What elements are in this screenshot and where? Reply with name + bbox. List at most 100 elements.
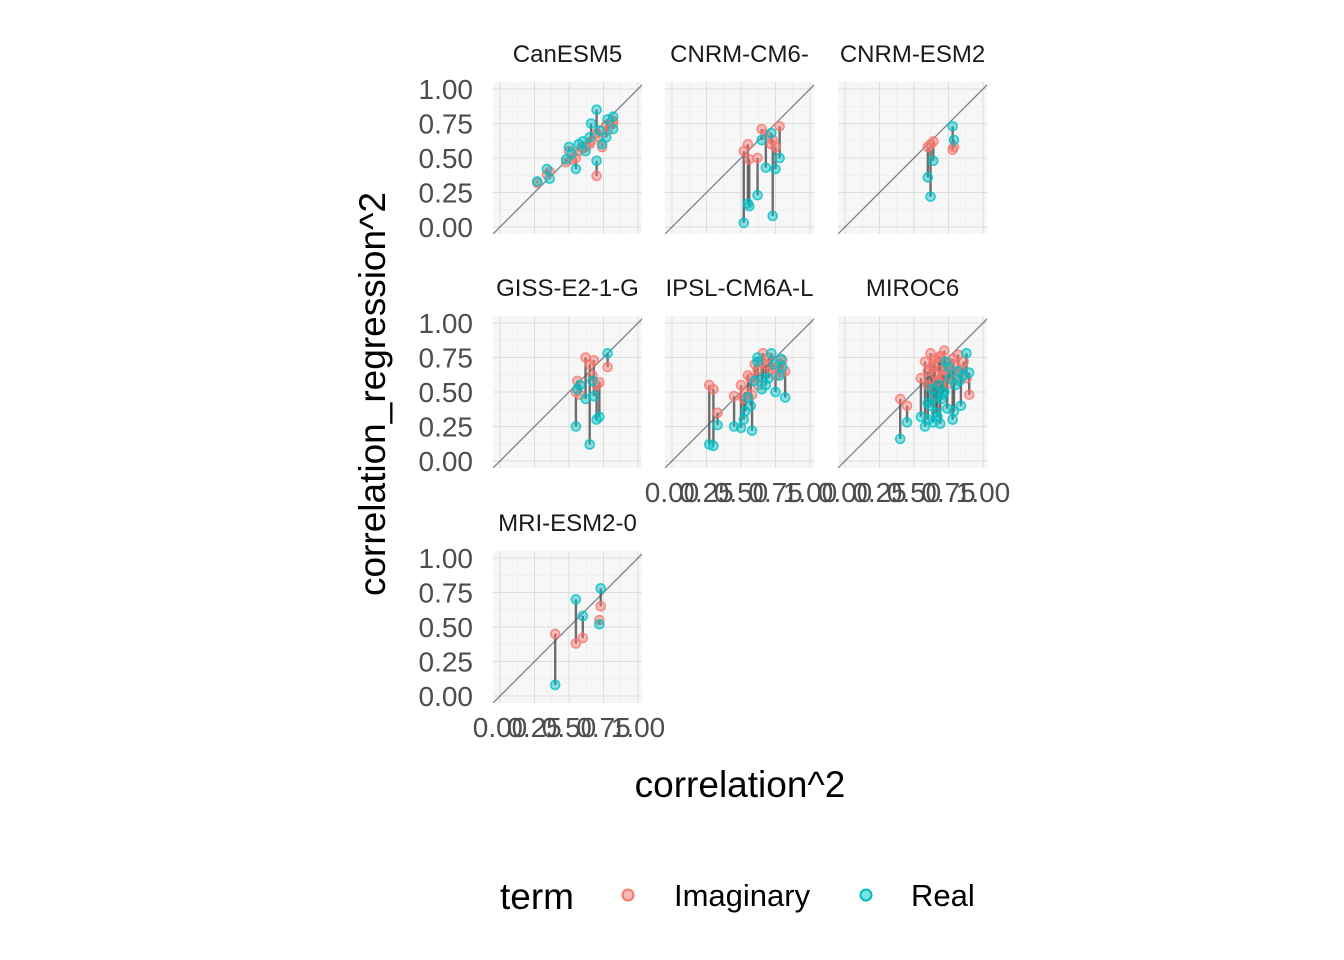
point-imaginary [712,407,723,419]
panel-marks [493,318,642,468]
point-real [571,383,583,395]
y-tick-label: 0.75 [419,343,474,374]
point-real [961,348,972,359]
point-imaginary [591,170,602,182]
point-real [745,400,756,412]
point-real [947,414,958,425]
point-real [584,439,596,450]
point-real [943,361,954,373]
point-imaginary [929,353,941,365]
point-imaginary [766,138,777,150]
x-tick-label: 0.25 [852,477,907,508]
point-real [928,155,939,167]
point-real [901,417,913,428]
point-real [766,348,777,359]
facet-strip-title: CanESM5 [513,41,622,68]
point-real [955,400,967,412]
panel-marks [665,84,814,234]
point-real [602,114,613,125]
x-axis-title: correlation^2 [635,764,846,805]
identity-line [493,318,642,468]
facet-strip-title: GISS-E2-1-G [496,275,639,302]
y-tick-label: 1.00 [419,543,474,574]
facet-strip-title: IPSL-CM6A-L [665,275,813,302]
y-tick-label: 0.50 [419,377,474,408]
facet-panel: CanESM5 0.000.25 0.500.75 1.00 [419,41,642,243]
identity-line [838,318,987,468]
point-imaginary [549,628,561,640]
y-tick-label: 0.75 [419,578,474,609]
point-imaginary [752,152,763,164]
y-tick-label: 0.50 [419,612,474,643]
point-imaginary [728,390,740,402]
facet-panel: CNRM-ESM2 [838,42,987,234]
x-tick-label: 0.25 [507,712,562,743]
point-real [594,618,605,630]
point-real [963,367,975,378]
point-real [756,134,768,146]
point-real [779,392,791,403]
x-tick-label: 0.50 [714,477,769,508]
point-real [580,145,591,157]
point-imaginary [915,372,927,384]
y-tick-label: 0.75 [419,109,474,140]
point-real [944,372,956,384]
point-real [570,421,582,432]
x-tick-label: 1.00 [956,477,1011,508]
point-real [738,217,750,229]
legend-label-imaginary: Imaginary [674,878,811,913]
identity-line [838,84,987,234]
point-real [591,155,602,167]
point-real [585,118,597,129]
point-real [577,610,589,622]
identity-line [493,553,642,703]
point-real [570,594,582,605]
panel-marks [838,84,987,234]
point-real [948,134,960,146]
y-tick-label: 0.00 [419,446,474,477]
point-imaginary [595,600,607,612]
point-real [708,440,719,452]
x-tick-label: 0.75 [748,477,803,508]
point-real [922,172,934,183]
point-imaginary [602,361,613,373]
point-imaginary [588,354,600,366]
legend: term Imaginary Real [500,876,975,917]
point-real [544,173,555,184]
identity-line [665,84,814,234]
point-real [768,359,780,370]
x-tick-label: 0.75 [921,477,976,508]
x-tick-label: 1.00 [783,477,838,508]
facet-panel: MIROC6 0.000.250.500.751.00 [818,276,1011,508]
y-tick-label: 1.00 [419,74,474,105]
point-real [947,120,958,132]
x-tick-label: 0.00 [645,477,700,508]
point-real [746,425,758,436]
point-real [770,386,781,398]
legend-key-imaginary [621,888,635,902]
point-real [743,201,755,212]
facet-panel: MRI-ESM2-00.000.250.500.751.000.000.250.… [419,511,666,743]
point-imaginary [743,154,755,165]
point-imaginary [577,632,589,644]
facet-panel: GISS-E2-1-G 0.000.25 0.500.75 1.00 [419,275,642,477]
point-real [775,353,787,365]
y-tick-label: 0.25 [419,647,474,678]
panel-marks [493,84,642,234]
legend-title: term [500,876,574,917]
point-real [766,127,777,139]
legend-key-real [859,888,873,902]
point-real [570,163,582,175]
point-real [925,191,936,202]
y-tick-label: 1.00 [419,308,474,339]
point-real [954,375,965,387]
panel-marks [838,318,987,468]
facet-panel: CNRM-CM6- [665,42,814,234]
y-tick-label: 0.50 [419,143,474,174]
point-real [929,392,941,403]
point-real [757,372,769,384]
y-tick-label: 0.25 [419,178,474,209]
point-real [531,176,543,187]
